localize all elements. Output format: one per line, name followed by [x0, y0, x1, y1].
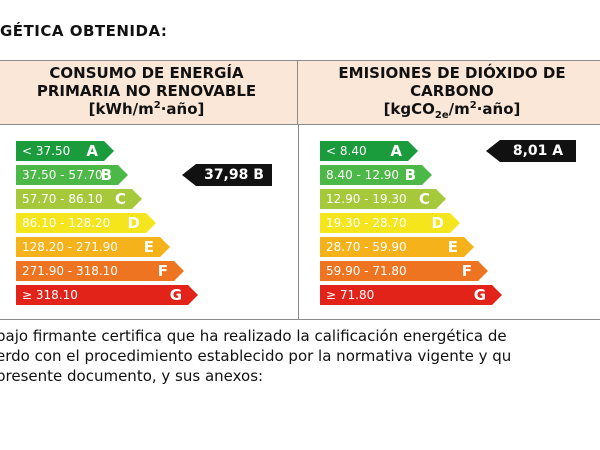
rating-letter: D	[127, 214, 140, 232]
rating-bar-f: 271.90 - 318.10 F	[16, 261, 184, 281]
rating-letter: A	[390, 142, 402, 160]
rating-range: 37.50 - 57.70	[22, 168, 103, 182]
rating-letter: C	[418, 190, 430, 208]
co2-emissions-title-line1: EMISIONES DE DIÓXIDO DE	[338, 64, 566, 82]
rating-range: 8.40 - 12.90	[326, 168, 400, 182]
current-rating-indicator: 37,98 B	[182, 164, 272, 186]
rating-bar-d: 19.30 - 28.70 D	[320, 213, 460, 233]
co2-emissions-header: EMISIONES DE DIÓXIDO DE CARBONO [kgCO2e/…	[298, 61, 600, 125]
rating-bar-e: 28.70 - 59.90 E	[320, 237, 474, 257]
rating-range: 19.30 - 28.70	[326, 216, 407, 230]
rating-range: 86.10 - 128.20	[22, 216, 111, 230]
paragraph-line-1: bajo firmante certifica que ha realizado…	[0, 327, 507, 345]
rating-letter: D	[431, 214, 444, 232]
rating-range: 271.90 - 318.10	[22, 264, 118, 278]
rating-bar-f: 59.90 - 71.80 F	[320, 261, 488, 281]
rating-letter: A	[86, 142, 98, 160]
co2-emissions-unit: [kgCO2e/m2·año]	[383, 100, 521, 121]
section-heading: GÉTICA OBTENIDA:	[0, 22, 168, 40]
rating-range: 57.70 - 86.10	[22, 192, 103, 206]
rating-letter: C	[114, 190, 126, 208]
rating-bar-a: < 37.50 A	[16, 141, 114, 161]
rating-letter: B	[404, 166, 416, 184]
rating-letter: F	[157, 262, 168, 280]
rating-bar-c: 12.90 - 19.30 C	[320, 189, 446, 209]
rating-range: ≥ 71.80	[326, 288, 375, 302]
certification-paragraph: bajo firmante certifica que ha realizado…	[0, 326, 600, 386]
co2-emissions-title-line2: CARBONO	[410, 82, 494, 100]
rating-range: 128.20 - 271.90	[22, 240, 118, 254]
paragraph-line-3: presente documento, y sus anexos:	[0, 367, 264, 385]
rating-range: 59.90 - 71.80	[326, 264, 407, 278]
rating-letter: G	[473, 286, 486, 304]
rating-bar-c: 57.70 - 86.10 C	[16, 189, 142, 209]
primary-energy-title-line1: CONSUMO DE ENERGÍA	[49, 64, 244, 82]
primary-energy-unit: [kWh/m2·año]	[88, 100, 205, 118]
rating-bar-a: < 8.40 A	[320, 141, 418, 161]
rating-letter: E	[447, 238, 458, 256]
current-rating-indicator: 8,01 A	[486, 140, 576, 162]
rating-bar-d: 86.10 - 128.20 D	[16, 213, 156, 233]
rating-bar-b: 37.50 - 57.70 B	[16, 165, 128, 185]
rating-range: < 37.50	[22, 144, 71, 158]
primary-energy-title-line2: PRIMARIA NO RENOVABLE	[36, 82, 257, 100]
rating-range: < 8.40	[326, 144, 367, 158]
rating-letter: G	[169, 286, 182, 304]
rating-letter: B	[100, 166, 112, 184]
paragraph-line-2: erdo con el procedimiento establecido po…	[0, 347, 512, 365]
rating-range: ≥ 318.10	[22, 288, 78, 302]
panel-divider	[298, 125, 299, 319]
rating-bar-g: ≥ 71.80 G	[320, 285, 502, 305]
rating-range: 28.70 - 59.90	[326, 240, 407, 254]
primary-energy-header: CONSUMO DE ENERGÍA PRIMARIA NO RENOVABLE…	[0, 61, 298, 125]
rating-letter: E	[143, 238, 154, 256]
rating-bar-g: ≥ 318.10 G	[16, 285, 198, 305]
rating-bar-e: 128.20 - 271.90 E	[16, 237, 170, 257]
rating-letter: F	[461, 262, 472, 280]
rating-bar-b: 8.40 - 12.90 B	[320, 165, 432, 185]
rating-range: 12.90 - 19.30	[326, 192, 407, 206]
energy-rating-table: CONSUMO DE ENERGÍA PRIMARIA NO RENOVABLE…	[0, 60, 600, 320]
